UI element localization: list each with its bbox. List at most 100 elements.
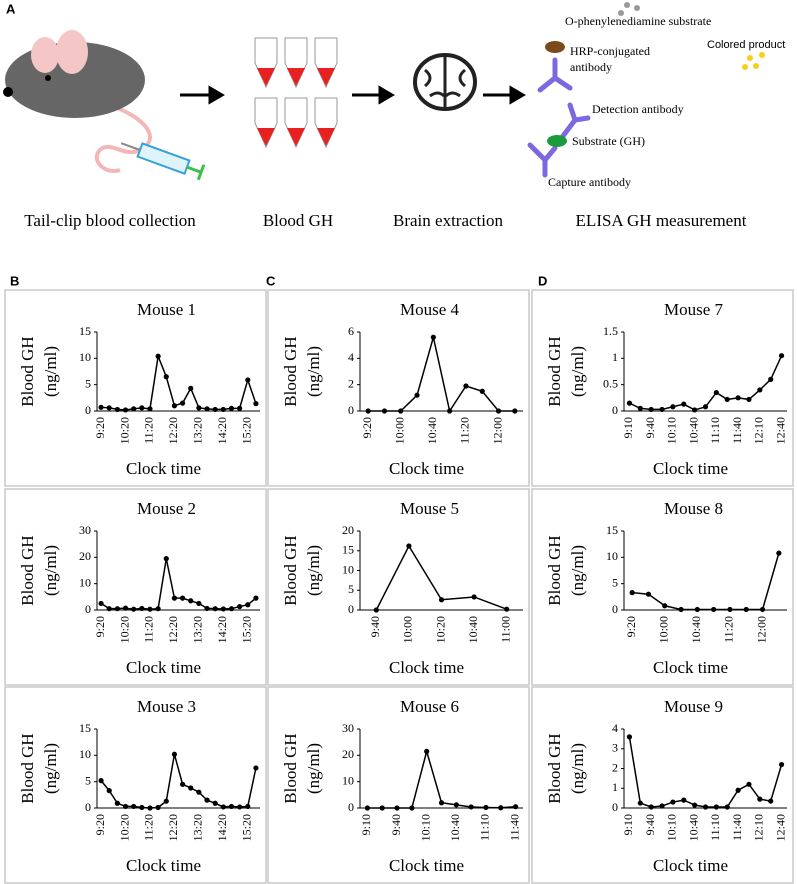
y-tick-label: 1 bbox=[612, 350, 618, 364]
data-point bbox=[155, 804, 161, 811]
y-tick-label: 0 bbox=[348, 403, 354, 417]
elisa-label: Capture antibody bbox=[548, 175, 631, 189]
x-tick-label: 14:20 bbox=[215, 616, 229, 643]
y-tick-label: 5 bbox=[85, 773, 91, 787]
data-point bbox=[409, 805, 415, 811]
chart-frame bbox=[531, 488, 794, 686]
data-point bbox=[645, 591, 652, 597]
data-point bbox=[757, 796, 763, 802]
panel-label: A bbox=[6, 1, 16, 16]
data-point bbox=[106, 606, 112, 612]
elisa-label: Substrate (GH) bbox=[572, 134, 645, 148]
x-tick-label: 9:20 bbox=[93, 417, 107, 438]
data-point bbox=[98, 404, 104, 410]
data-point bbox=[106, 788, 112, 794]
data-point bbox=[171, 751, 178, 757]
y-tick-label: 30 bbox=[342, 721, 354, 735]
data-point bbox=[163, 374, 169, 380]
y-tick-label: 5 bbox=[612, 575, 618, 589]
data-point bbox=[131, 803, 137, 810]
data-point bbox=[196, 789, 202, 795]
step-label: ELISA GH measurement bbox=[576, 211, 747, 230]
data-point bbox=[98, 778, 104, 784]
x-axis-label: Clock time bbox=[389, 658, 464, 677]
y-tick-label: 0.5 bbox=[603, 376, 618, 390]
data-point bbox=[727, 606, 733, 613]
data-point bbox=[776, 550, 782, 556]
data-point bbox=[188, 598, 194, 604]
x-tick-label: 11:20 bbox=[142, 417, 156, 444]
data-point bbox=[179, 400, 186, 406]
data-point bbox=[171, 595, 178, 601]
x-tick-label: 9:20 bbox=[93, 616, 107, 637]
data-line bbox=[628, 736, 783, 808]
x-tick-label: 11:10 bbox=[708, 814, 722, 841]
data-point bbox=[379, 805, 385, 811]
x-tick-label: 9:10 bbox=[359, 814, 373, 835]
data-point bbox=[406, 543, 412, 549]
data-point bbox=[147, 805, 153, 811]
x-tick-label: 11:10 bbox=[708, 417, 722, 444]
chart-frame bbox=[267, 488, 530, 686]
y-tick-label: 10 bbox=[342, 562, 354, 576]
x-tick-label: 13:20 bbox=[191, 417, 205, 444]
x-tick-label: 9:10 bbox=[621, 814, 635, 835]
data-point bbox=[139, 605, 145, 612]
x-tick-label: 10:10 bbox=[665, 814, 679, 841]
data-point bbox=[212, 406, 218, 413]
y-tick-label: 20 bbox=[342, 747, 354, 761]
x-axis-label: Clock time bbox=[126, 658, 201, 677]
step-label: Tail-clip blood collection bbox=[24, 211, 196, 230]
chart-frame bbox=[4, 488, 267, 686]
chart-title: Mouse 7 bbox=[664, 300, 724, 319]
data-point bbox=[196, 600, 202, 607]
data-line bbox=[100, 754, 257, 809]
y-tick-label: 15 bbox=[606, 523, 618, 537]
data-point bbox=[228, 606, 235, 612]
chart-frame bbox=[4, 686, 267, 884]
y-axis-label: (ng/ml) bbox=[568, 545, 587, 596]
data-point bbox=[512, 804, 519, 810]
data-point bbox=[245, 602, 251, 608]
chart-title: Mouse 4 bbox=[400, 300, 460, 319]
data-point bbox=[512, 408, 518, 414]
x-axis-label: Clock time bbox=[126, 856, 201, 875]
x-axis-label: Clock time bbox=[653, 459, 728, 478]
data-point bbox=[778, 353, 785, 359]
data-point bbox=[131, 406, 137, 412]
x-tick-label: 9:40 bbox=[643, 814, 657, 835]
x-tick-label: 9:40 bbox=[368, 616, 382, 637]
y-tick-label: 5 bbox=[348, 582, 354, 596]
data-point bbox=[212, 606, 218, 612]
x-tick-label: 12:40 bbox=[773, 417, 787, 444]
data-point bbox=[212, 800, 218, 806]
data-point bbox=[253, 595, 259, 601]
data-point bbox=[228, 803, 235, 810]
data-point bbox=[637, 800, 643, 806]
data-point bbox=[237, 405, 243, 411]
data-point bbox=[670, 799, 676, 805]
y-tick-label: 10 bbox=[79, 575, 91, 589]
panel-label: C bbox=[266, 273, 276, 288]
y-axis-label: Blood GH bbox=[545, 733, 564, 803]
x-tick-label: 15:20 bbox=[240, 814, 254, 841]
data-point bbox=[498, 805, 504, 811]
data-point bbox=[678, 606, 684, 613]
data-point bbox=[746, 781, 752, 787]
data-point bbox=[98, 600, 104, 607]
y-axis-label: (ng/ml) bbox=[41, 743, 60, 794]
data-point bbox=[188, 385, 194, 391]
data-point bbox=[724, 396, 730, 403]
data-point bbox=[659, 803, 665, 809]
data-point bbox=[681, 401, 687, 407]
chart-frame bbox=[531, 686, 794, 884]
data-point bbox=[438, 597, 445, 603]
data-point bbox=[394, 805, 400, 811]
x-tick-label: 10:40 bbox=[689, 616, 703, 643]
data-point bbox=[188, 785, 194, 791]
data-point bbox=[746, 396, 752, 403]
step-label: Blood GH bbox=[263, 211, 333, 230]
elisa-label: Detection antibody bbox=[592, 102, 684, 116]
data-point bbox=[438, 800, 445, 806]
data-point bbox=[659, 406, 665, 413]
